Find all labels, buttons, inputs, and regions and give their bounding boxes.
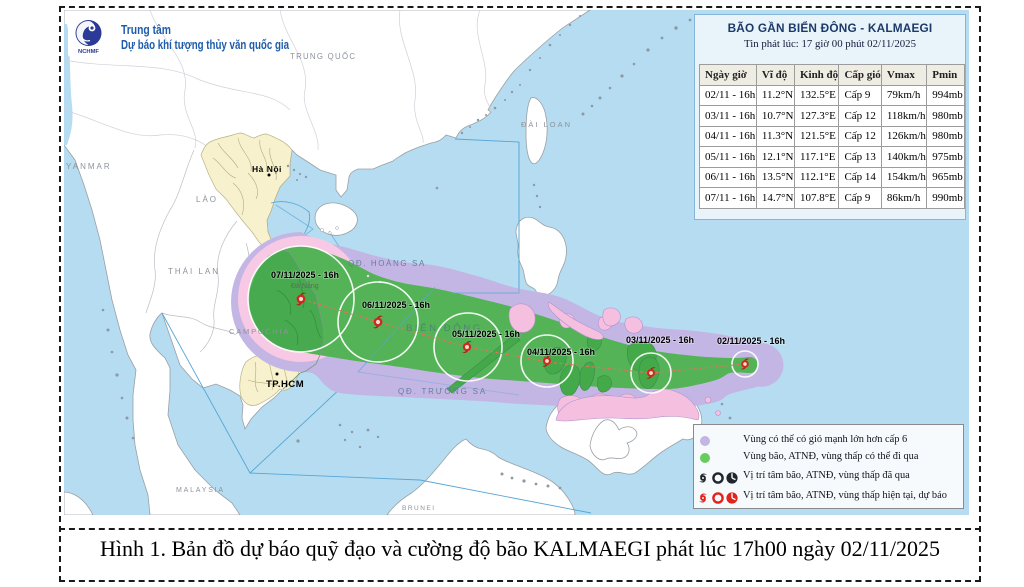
svg-text:TP.HCM: TP.HCM xyxy=(266,379,304,390)
svg-text:03/11/2025 - 16h: 03/11/2025 - 16h xyxy=(626,335,694,345)
svg-text:CAMPUCHIA: CAMPUCHIA xyxy=(229,327,290,336)
svg-text:07/11/2025 - 16h: 07/11/2025 - 16h xyxy=(271,270,339,280)
svg-text:TRUNG QUỐC: TRUNG QUỐC xyxy=(290,51,356,61)
svg-text:05/11/2025 - 16h: 05/11/2025 - 16h xyxy=(452,329,520,339)
svg-text:Hà Nội: Hà Nội xyxy=(252,164,282,174)
svg-text:Trung tâm: Trung tâm xyxy=(121,23,171,37)
svg-text:NCHMF: NCHMF xyxy=(78,49,99,55)
svg-text:Dự báo khí tượng thủy văn quốc: Dự báo khí tượng thủy văn quốc gia xyxy=(121,38,290,52)
svg-text:YANMAR: YANMAR xyxy=(66,162,112,171)
svg-text:BRUNEI: BRUNEI xyxy=(402,505,436,512)
svg-text:ĐÀI LOAN: ĐÀI LOAN xyxy=(521,120,572,129)
svg-text:QĐ. TRƯỜNG SA: QĐ. TRƯỜNG SA xyxy=(398,387,487,396)
svg-text:02/11/2025 - 16h: 02/11/2025 - 16h xyxy=(717,336,785,346)
svg-text:THÁI LAN: THÁI LAN xyxy=(168,267,220,276)
svg-text:MALAYSIA: MALAYSIA xyxy=(176,487,225,494)
svg-text:Đà Nẵng: Đà Nẵng xyxy=(291,281,319,290)
svg-text:BIỂN ĐÔNG: BIỂN ĐÔNG xyxy=(406,322,483,334)
svg-text:QĐ. HOÀNG SA: QĐ. HOÀNG SA xyxy=(348,259,426,268)
svg-text:LÀO: LÀO xyxy=(196,195,218,204)
svg-text:04/11/2025 - 16h: 04/11/2025 - 16h xyxy=(527,347,595,357)
svg-text:06/11/2025 - 16h: 06/11/2025 - 16h xyxy=(362,300,430,310)
